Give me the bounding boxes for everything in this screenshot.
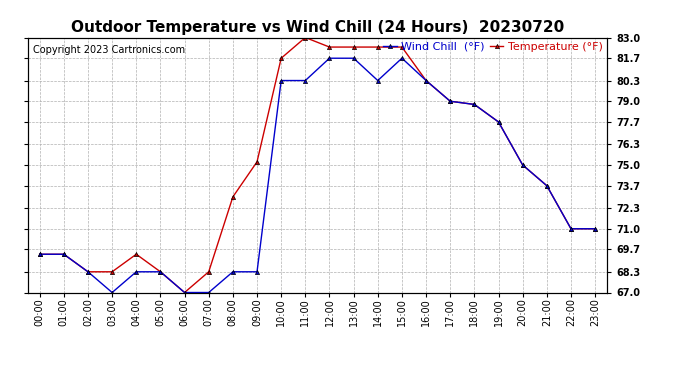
Legend: Wind Chill  (°F), Temperature (°F): Wind Chill (°F), Temperature (°F) — [379, 38, 607, 56]
Title: Outdoor Temperature vs Wind Chill (24 Hours)  20230720: Outdoor Temperature vs Wind Chill (24 Ho… — [71, 20, 564, 35]
Text: Copyright 2023 Cartronics.com: Copyright 2023 Cartronics.com — [33, 45, 186, 55]
